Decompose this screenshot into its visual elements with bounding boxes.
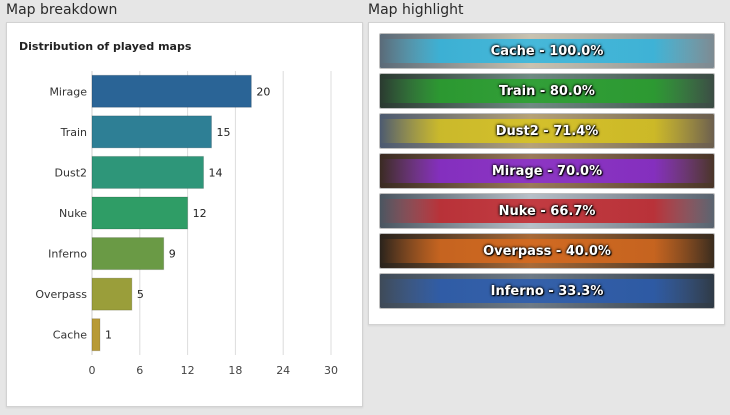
highlight-bar: Train - 80.0% (380, 74, 714, 108)
category-label: Overpass (35, 288, 87, 301)
highlight-label: Mirage - 70.0% (491, 163, 603, 179)
map-highlight-panel: Cache - 100.0% Train - 80.0% Dust2 - 71.4%… (368, 22, 725, 325)
highlight-bar: Inferno - 33.3% (380, 274, 714, 308)
highlight-color-band (380, 239, 714, 263)
highlight-color-band (380, 39, 714, 63)
value-label: 14 (209, 166, 223, 179)
value-label: 20 (256, 85, 270, 98)
map-highlight-heading: Map highlight (368, 2, 464, 18)
highlight-label: Nuke - 66.7% (498, 203, 596, 219)
category-label: Inferno (48, 248, 87, 261)
highlight-bar: Dust2 - 71.4% (380, 114, 714, 148)
map-breakdown-panel: Distribution of played maps 0 6 12 18 24 30 Mi… (6, 22, 363, 407)
bar-dust2 (91, 155, 205, 189)
value-label: 1 (105, 329, 112, 342)
bar-nuke (91, 196, 189, 230)
category-label: Dust2 (55, 166, 87, 179)
x-tick-label: 30 (324, 364, 338, 377)
map-breakdown-heading: Map breakdown (6, 2, 118, 18)
bar-cache (91, 318, 101, 352)
highlight-label: Cache - 100.0% (490, 43, 604, 59)
value-label: 15 (217, 126, 231, 139)
category-label: Train (60, 126, 87, 139)
highlight-color-band (380, 119, 714, 143)
category-label: Mirage (49, 85, 87, 98)
highlight-color-band (380, 159, 714, 183)
highlight-label: Overpass - 40.0% (483, 243, 611, 259)
bar-train (91, 115, 212, 149)
highlight-bar: Cache - 100.0% (380, 34, 714, 68)
bar-mirage (91, 74, 252, 108)
highlight-label: Inferno - 33.3% (490, 283, 604, 299)
highlight-bar: Nuke - 66.7% (380, 194, 714, 228)
highlight-bar: Mirage - 70.0% (380, 154, 714, 188)
value-label: 9 (169, 248, 176, 261)
value-label: 5 (137, 288, 144, 301)
x-tick-label: 24 (276, 364, 290, 377)
x-tick-label: 0 (89, 364, 96, 377)
category-label: Cache (53, 329, 87, 342)
chart-title: Distribution of played maps (19, 40, 192, 53)
highlight-color-band (380, 199, 714, 223)
bar-overpass (91, 277, 133, 311)
highlight-bar: Overpass - 40.0% (380, 234, 714, 268)
highlight-color-band (380, 279, 714, 303)
category-label: Nuke (59, 207, 87, 220)
highlight-color-band (380, 79, 714, 103)
highlight-label: Train - 80.0% (499, 83, 595, 99)
x-tick-label: 6 (136, 364, 143, 377)
x-tick-label: 18 (228, 364, 242, 377)
value-label: 12 (193, 207, 207, 220)
highlight-label: Dust2 - 71.4% (495, 123, 599, 139)
x-tick-label: 12 (181, 364, 195, 377)
bar-inferno (91, 237, 165, 271)
